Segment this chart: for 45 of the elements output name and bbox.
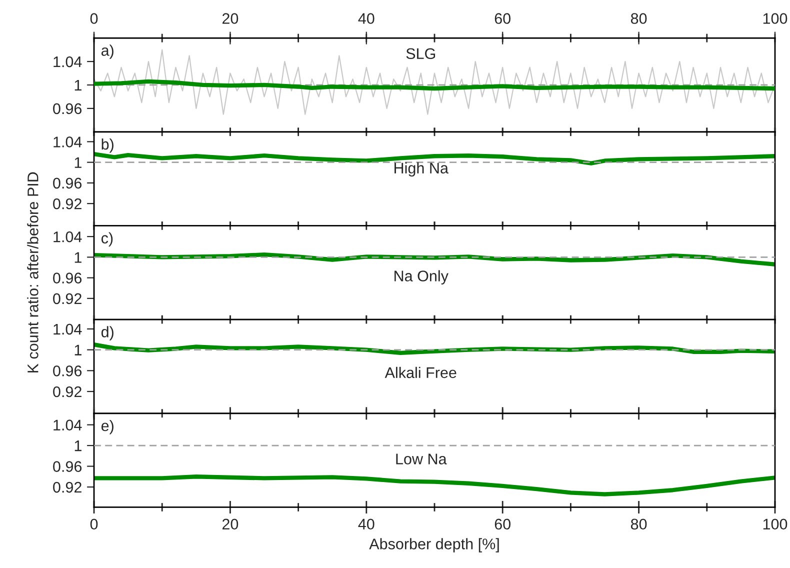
annotation: c) <box>101 232 113 247</box>
y-tick-label: 1 <box>74 80 82 91</box>
y-tick-label: 1.04 <box>54 231 82 242</box>
x-axis-title: Absorber depth [%] <box>369 538 499 552</box>
y-tick-label: 0.92 <box>53 482 82 493</box>
y-axis-title: K count ratio: after/before PID <box>27 172 38 372</box>
x-tick-label: 20 <box>222 518 238 530</box>
y-tick-label: 0.96 <box>53 178 82 189</box>
y-tick-label: 0.92 <box>53 386 82 398</box>
x-tick-label: 0 <box>90 518 98 530</box>
x2-tick-label: 40 <box>358 13 374 24</box>
x-tick-label: 60 <box>494 518 510 530</box>
y-tick-label: 1.04 <box>54 324 82 335</box>
y-tick-label: 1 <box>74 440 82 452</box>
y-tick-label: 0.96 <box>53 103 82 114</box>
x-tick-label: 80 <box>630 518 647 530</box>
x2-tick-label: 60 <box>494 13 510 24</box>
annotation: Low Na <box>396 454 447 464</box>
y-tick-label: 0.96 <box>53 272 82 284</box>
y-tick-label: 0.96 <box>53 366 82 376</box>
annotation: Alkali Free <box>384 366 456 378</box>
y-tick-label: 1 <box>74 157 82 168</box>
annotation: d) <box>101 326 114 340</box>
y-tick-label: 0.96 <box>53 461 82 472</box>
y-tick-label: 1 <box>74 252 82 263</box>
x2-tick-label: 80 <box>630 13 647 24</box>
y-tick-label: 0.92 <box>53 293 82 304</box>
y-tick-label: 0.92 <box>53 198 82 210</box>
y-tick-label: 1.04 <box>54 420 82 430</box>
x-tick-label: 100 <box>763 518 788 530</box>
line-series <box>94 474 775 496</box>
y-tick-label: 1.04 <box>54 56 82 68</box>
x2-tick-label: 100 <box>763 13 788 24</box>
annotation: SLG <box>406 48 436 60</box>
x2-tick-label: 0 <box>90 13 98 24</box>
x2-tick-label: 20 <box>222 13 238 24</box>
line-series <box>94 79 775 91</box>
annotation: High Na <box>394 162 448 177</box>
annotation: a) <box>101 44 114 59</box>
annotation: e) <box>101 420 114 434</box>
annotation: Na Only <box>394 270 448 284</box>
y-tick-label: 1 <box>74 344 82 356</box>
x-tick-label: 40 <box>358 518 374 530</box>
annotation: b) <box>102 138 114 153</box>
y-tick-label: 1.04 <box>54 136 82 148</box>
